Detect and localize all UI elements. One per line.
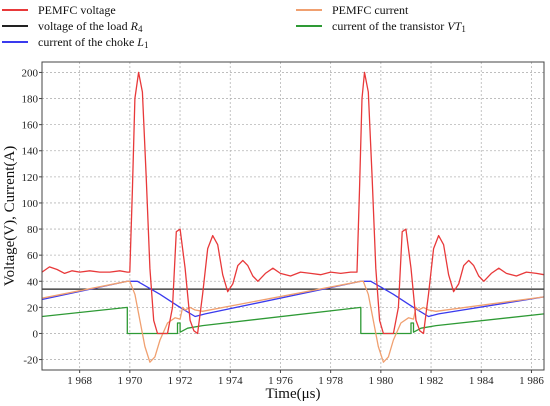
y-tick-label: 0 <box>33 328 39 340</box>
x-tick-label: 1 968 <box>67 375 92 387</box>
x-tick-label: 1 974 <box>218 375 243 387</box>
y-tick-label: 120 <box>22 172 39 184</box>
y-tick-label: 60 <box>27 250 39 262</box>
legend-label: PEMFC voltage <box>38 3 116 17</box>
legend-label: current of the choke L1 <box>38 35 148 50</box>
x-axis-label: Time(μs) <box>266 386 321 402</box>
y-tick-label: 100 <box>22 198 39 210</box>
plot-frame <box>41 61 545 371</box>
series-line-3 <box>41 306 545 335</box>
legend: PEMFC voltage PEMFC current voltage of the… <box>2 3 466 50</box>
grid <box>42 62 544 370</box>
series-lines <box>41 71 545 363</box>
legend-label: current of the transistor VT1 <box>332 19 466 34</box>
x-tick-label: 1 984 <box>469 375 494 387</box>
x-tick-label: 1 980 <box>368 375 393 387</box>
y-tick-label: 160 <box>22 120 39 132</box>
legend-label: voltage of the load R4 <box>38 19 143 34</box>
y-tick-label: -20 <box>23 355 38 367</box>
y-tick-label: 20 <box>27 302 39 314</box>
legend-label: PEMFC current <box>332 3 409 17</box>
y-tick-label: 200 <box>22 67 39 79</box>
y-tick-label: 40 <box>27 276 39 288</box>
x-tick-label: 1 982 <box>419 375 444 387</box>
x-axis-ticks: 1 968 1 970 1 972 1 974 1 976 1 978 1 980 1 982… <box>67 370 544 387</box>
y-tick-label: 140 <box>22 146 39 158</box>
y-axis-ticks: -20 0 20 40 60 80 100 120 140 160 180 200 <box>22 67 42 367</box>
y-tick-label: 180 <box>22 94 39 106</box>
y-axis-label: Voltage(V), Current(A) <box>2 146 18 287</box>
x-tick-label: 1 978 <box>318 375 343 387</box>
x-tick-label: 1 970 <box>117 375 142 387</box>
x-tick-label: 1 972 <box>168 375 193 387</box>
x-tick-label: 1 976 <box>268 375 293 387</box>
series-line-0 <box>41 71 545 335</box>
x-tick-label: 1 986 <box>519 375 544 387</box>
series-line-4 <box>41 280 545 318</box>
y-tick-label: 80 <box>27 224 39 236</box>
